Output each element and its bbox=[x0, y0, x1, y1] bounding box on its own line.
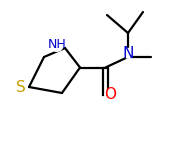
Text: O: O bbox=[104, 87, 116, 102]
Text: S: S bbox=[16, 80, 26, 94]
Circle shape bbox=[15, 82, 26, 92]
Text: N: N bbox=[122, 46, 134, 61]
Circle shape bbox=[50, 39, 63, 51]
Circle shape bbox=[123, 48, 133, 58]
Circle shape bbox=[105, 90, 115, 99]
Text: NH: NH bbox=[47, 39, 66, 51]
